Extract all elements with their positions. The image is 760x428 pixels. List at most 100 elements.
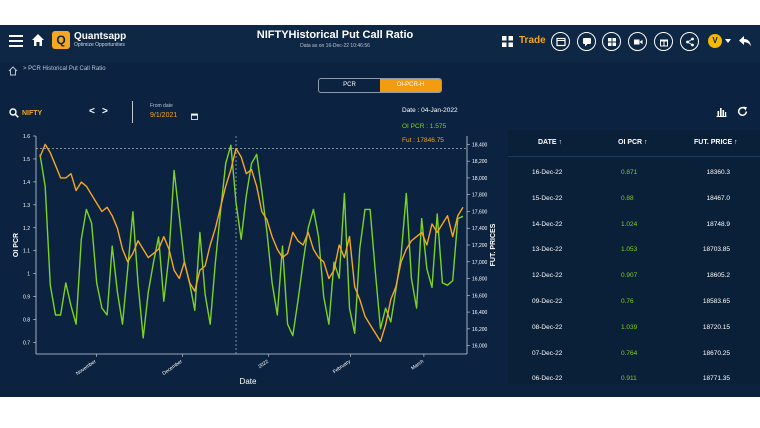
cell-oi-pcr: 0.76 — [621, 298, 634, 305]
table-row[interactable]: 08-Dec-22 1.039 18720.15 — [508, 315, 760, 340]
y-left-tick-label: 1.2 — [23, 226, 30, 232]
y-right-tick-label: 16,200 — [472, 327, 488, 333]
y-left-tick-label: 1.4 — [23, 180, 30, 186]
cell-oi-pcr: 1.039 — [621, 323, 638, 331]
breadcrumb: > PCR Historical Put Call Ratio — [0, 62, 760, 82]
next-symbol-button[interactable]: > — [102, 106, 108, 117]
back-arrow-icon[interactable] — [737, 33, 753, 49]
apps-icon — [607, 37, 616, 46]
chevron-down-icon[interactable] — [725, 39, 731, 43]
y-left-tick-label: 1.3 — [23, 203, 30, 209]
y-right-tick-label: 17,200 — [472, 243, 488, 249]
cell-date: 06-Dec-22 — [532, 375, 563, 383]
calendar-icon[interactable] — [191, 113, 198, 120]
cell-fut-price: 18360.3 — [706, 169, 731, 176]
home-icon[interactable] — [31, 33, 45, 47]
y-right-tick-label: 16,400 — [472, 310, 488, 316]
refresh-icon[interactable] — [737, 106, 748, 117]
y-right-tick-label: 16,600 — [472, 293, 488, 299]
tooltip-date: Date : 04-Jan-2022 — [402, 107, 458, 114]
y-left-tick-label: 1.1 — [23, 249, 30, 255]
y-right-tick-label: 17,600 — [472, 209, 488, 215]
trade-button[interactable]: Trade — [519, 35, 546, 46]
table-row[interactable]: 13-Dec-22 1.053 18703.85 — [508, 237, 760, 262]
header-divider — [508, 156, 760, 157]
share-button[interactable] — [680, 32, 699, 51]
window-icon — [555, 37, 566, 46]
page-title: NIFTYHistorical Put Call Ratio — [256, 29, 414, 41]
avatar[interactable]: V — [708, 34, 722, 48]
cell-fut-price: 18583.65 — [702, 298, 730, 305]
column-header-oi-pcr[interactable]: OI PCR ↑ — [618, 139, 648, 146]
y-right-tick-label: 16,000 — [472, 344, 488, 350]
table-row[interactable]: 16-Dec-22 0.871 18360.3 — [508, 160, 760, 185]
view-toggle: PCR OI-PCR-H — [318, 78, 442, 93]
x-tick-label: 2022 — [257, 359, 270, 370]
bar-chart-icon[interactable] — [716, 106, 727, 117]
cell-date: 13-Dec-22 — [532, 246, 563, 254]
cell-date: 14-Dec-22 — [532, 220, 563, 228]
cell-fut-price: 18720.15 — [702, 323, 730, 331]
table-row[interactable]: 06-Dec-22 0.911 18771.35 — [508, 366, 760, 391]
search-icon[interactable] — [9, 108, 19, 118]
table-row[interactable]: 12-Dec-22 0.907 18605.2 — [508, 263, 760, 288]
y-axis-right-label: FUT. PRICES — [490, 223, 497, 266]
x-tick-label: February — [332, 358, 352, 375]
app-window: Q Quantsapp Optimize Opportunities NIFTY… — [0, 25, 760, 397]
column-header-date[interactable]: DATE ↑ — [538, 139, 562, 146]
apps-button[interactable] — [602, 32, 621, 51]
y-axis-left-label: OI PCR — [13, 233, 20, 257]
tab-oi-pcr-h[interactable]: OI-PCR-H — [380, 79, 441, 92]
column-header-fut-price[interactable]: FUT. PRICE ↑ — [694, 139, 738, 146]
window-button[interactable] — [551, 32, 570, 51]
chat-icon — [582, 37, 591, 46]
breadcrumb-link[interactable]: > PCR Historical Put Call Ratio — [23, 66, 106, 72]
cell-fut-price: 18748.9 — [706, 220, 731, 228]
pcr-table: DATE ↑ OI PCR ↑ FUT. PRICE ↑ 16-Dec-22 0.… — [508, 130, 760, 384]
breadcrumb-home-icon[interactable] — [8, 66, 18, 76]
logo-name: Quantsapp — [74, 31, 127, 42]
cell-fut-price: 18605.2 — [706, 272, 731, 280]
cell-oi-pcr: 1.053 — [621, 246, 638, 254]
cell-oi-pcr: 0.88 — [621, 194, 634, 202]
logo-tagline: Optimize Opportunities — [74, 42, 125, 48]
cell-fut-price: 18670.25 — [702, 349, 730, 357]
tooltip-oi-pcr: OI PCR : 1.575 — [402, 123, 447, 130]
video-icon — [633, 39, 642, 44]
chat-button[interactable] — [577, 32, 596, 51]
logo[interactable]: Q Quantsapp Optimize Opportunities — [52, 31, 126, 49]
from-date-field[interactable] — [150, 112, 186, 119]
menu-icon[interactable] — [9, 35, 23, 47]
pcr-chart[interactable]: 0.7 0.8 0.9 1 1.1 1.2 1.3 1.4 1.5 1.6 16,000 16,20… — [0, 128, 500, 394]
x-tick-label: December — [161, 359, 184, 377]
data-timestamp: Data as on 16-Dec-22 10:46:56 — [300, 43, 370, 49]
y-left-tick-label: 1 — [27, 272, 30, 278]
x-axis-label: Date — [240, 377, 257, 386]
video-button[interactable] — [628, 32, 647, 51]
grid-icon[interactable] — [502, 36, 513, 47]
table-row[interactable]: 09-Dec-22 0.76 18583.65 — [508, 289, 760, 314]
y-right-tick-label: 18,000 — [472, 176, 488, 182]
cell-oi-pcr: 0.764 — [621, 349, 638, 357]
from-date-label: From date — [150, 103, 173, 109]
prev-symbol-button[interactable]: < — [89, 106, 95, 117]
table-row[interactable]: 15-Dec-22 0.88 18467.0 — [508, 186, 760, 211]
fut-price-series-line — [39, 143, 464, 343]
gift-button[interactable] — [654, 32, 673, 51]
y-right-tick-label: 16,800 — [472, 277, 488, 283]
x-tick-label: November — [75, 359, 98, 377]
logo-mark: Q — [52, 31, 70, 49]
y-left-tick-label: 1.5 — [23, 157, 30, 163]
tab-pcr[interactable]: PCR — [343, 82, 356, 88]
cell-oi-pcr: 0.911 — [621, 375, 637, 383]
tooltip-fut: Fut : 17846.75 — [402, 137, 444, 144]
cell-date: 07-Dec-22 — [532, 349, 563, 357]
symbol-input[interactable] — [22, 107, 82, 119]
share-icon — [685, 37, 694, 46]
cell-oi-pcr: 0.907 — [621, 272, 638, 280]
table-row[interactable]: 14-Dec-22 1.024 18748.9 — [508, 212, 760, 237]
y-left-tick-label: 0.9 — [23, 295, 30, 301]
y-right-tick-label: 17,400 — [472, 226, 488, 232]
cell-date: 09-Dec-22 — [532, 298, 563, 305]
table-row[interactable]: 07-Dec-22 0.764 18670.25 — [508, 341, 760, 366]
